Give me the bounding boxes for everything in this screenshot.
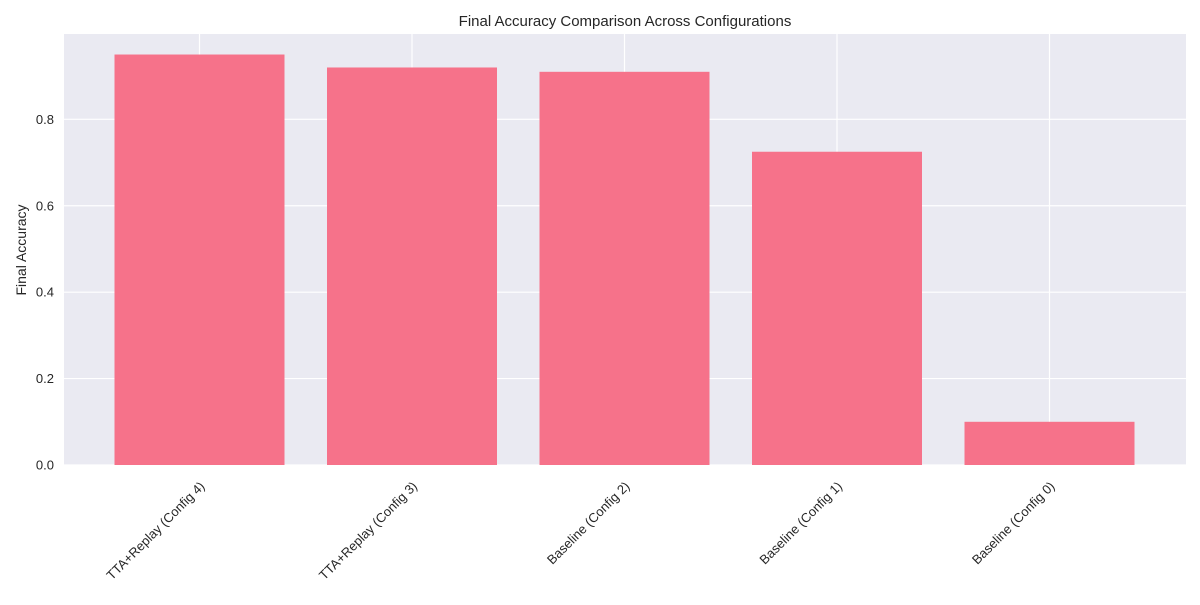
y-tick-label: 0.2 <box>36 371 54 386</box>
x-tick-label: TTA+Replay (Config 3) <box>316 479 420 583</box>
x-tick-label: Baseline (Config 0) <box>969 479 1058 568</box>
y-tick-label: 0.0 <box>36 458 54 473</box>
bar <box>964 421 1135 465</box>
bar <box>327 67 497 466</box>
y-axis-label: Final Accuracy <box>13 204 29 295</box>
bars <box>114 54 1135 466</box>
x-tick-label: TTA+Replay (Config 4) <box>103 479 207 583</box>
bar <box>114 54 285 466</box>
chart-title: Final Accuracy Comparison Across Configu… <box>459 13 792 30</box>
y-tick-label: 0.4 <box>36 285 54 300</box>
x-tick-labels: TTA+Replay (Config 4) TTA+Replay (Config … <box>103 479 1057 583</box>
x-tick-label: Baseline (Config 1) <box>756 479 845 568</box>
bar <box>539 71 710 466</box>
bar <box>752 151 922 465</box>
y-tick-labels: 0.0 0.2 0.4 0.6 0.8 <box>36 112 54 473</box>
y-tick-label: 0.6 <box>36 198 54 213</box>
x-tick-label: Baseline (Config 2) <box>544 479 633 568</box>
y-tick-label: 0.8 <box>36 112 54 127</box>
